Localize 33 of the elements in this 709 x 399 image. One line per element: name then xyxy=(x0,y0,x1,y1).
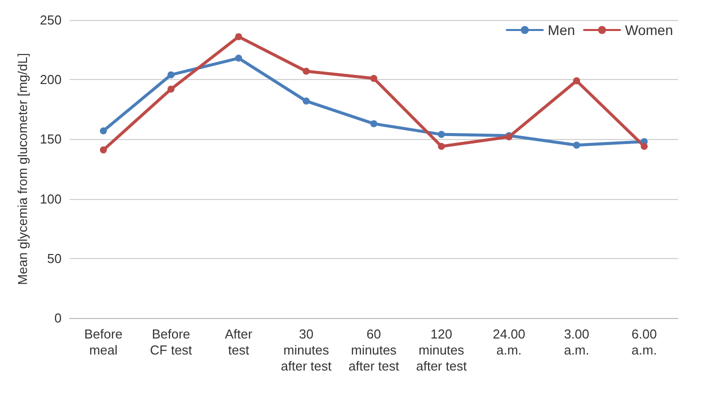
point xyxy=(100,146,107,154)
y-tick-label: 150 xyxy=(40,132,62,147)
x-tick-label: After test xyxy=(224,326,253,358)
point xyxy=(438,142,445,150)
point xyxy=(370,74,378,82)
x-tick-label: Before meal xyxy=(84,326,123,358)
point xyxy=(302,68,310,75)
x-tick-label: 30 minutes after test xyxy=(280,326,332,374)
point xyxy=(235,33,242,40)
x-tick-label: 120 minutes after test xyxy=(416,326,468,374)
point xyxy=(640,142,648,150)
point xyxy=(100,127,107,134)
legend-label: Women xyxy=(625,22,674,38)
y-tick-label: 250 xyxy=(40,12,62,28)
point xyxy=(573,77,580,84)
y-tick-label: 100 xyxy=(40,191,62,206)
y-axis-title: Mean glycemia from glucometer [mg/dL] xyxy=(15,53,30,285)
point xyxy=(573,142,580,149)
point xyxy=(438,130,445,138)
x-tick-label: 24.00 a.m. xyxy=(492,326,526,358)
point xyxy=(235,54,242,62)
y-tick-label: 50 xyxy=(47,250,62,266)
y-tick-label: 200 xyxy=(40,72,62,88)
x-tick-label: 60 minutes after test xyxy=(348,326,400,374)
x-tick-label: 3.00 a.m. xyxy=(564,326,590,358)
point xyxy=(168,86,174,93)
x-tick-label: 6.00 a.m. xyxy=(632,326,657,358)
y-tick-label: 0 xyxy=(54,310,62,326)
point xyxy=(302,98,310,105)
x-tick-label: Before CF test xyxy=(150,326,192,358)
point xyxy=(168,71,174,78)
point xyxy=(370,120,378,128)
legend-label: Men xyxy=(548,22,576,38)
